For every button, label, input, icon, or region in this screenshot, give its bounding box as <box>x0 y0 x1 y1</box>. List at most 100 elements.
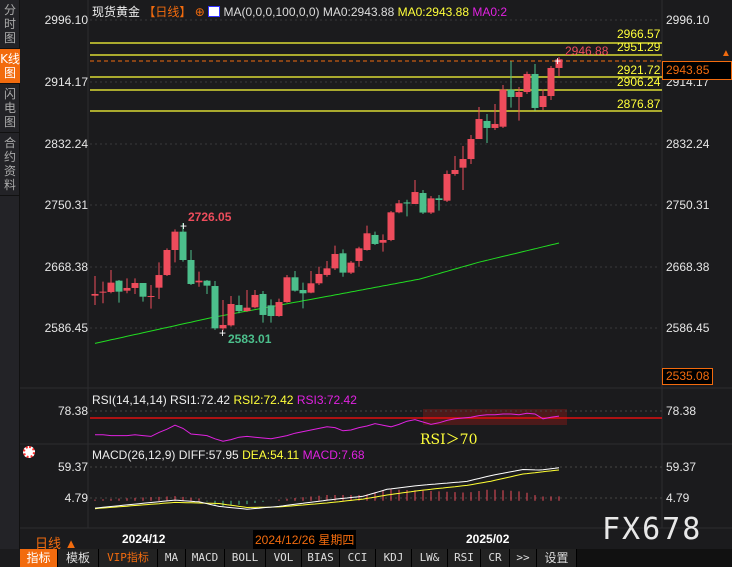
rsi-header: RSI(14,14,14) RSI1:72.42 RSI2:72.42 RSI3… <box>92 393 357 407</box>
level-label: 2951.29 <box>617 40 661 54</box>
price-axis-left-label: 2914.17 <box>44 75 88 89</box>
candle-body <box>219 324 227 329</box>
more-button[interactable]: >> <box>510 549 537 567</box>
candle-body <box>371 234 379 244</box>
tab-kdj[interactable]: KDJ <box>376 549 412 567</box>
candle-body <box>291 277 299 291</box>
candle-body <box>91 293 99 296</box>
candle-body <box>523 73 531 93</box>
high-marker: + <box>180 219 187 233</box>
candle-body <box>115 280 123 292</box>
candle-body <box>123 287 131 291</box>
candle-body <box>451 170 459 174</box>
crosshair-icon[interactable]: ⊕ <box>194 5 205 19</box>
candle-body <box>403 202 411 204</box>
scroll-up-arrow-icon[interactable]: ▲ <box>721 48 731 59</box>
candle-body <box>459 159 467 168</box>
candle-body <box>411 192 419 204</box>
tab-vol[interactable]: VOL <box>266 549 302 567</box>
time-tick: 2024/12 <box>122 532 166 546</box>
candle-body <box>251 294 259 308</box>
period-label[interactable]: 【日线】 <box>143 5 192 19</box>
price-axis-right-label: 2668.38 <box>666 260 710 274</box>
candle-body <box>187 260 195 284</box>
macd-value: MACD:7.68 <box>302 448 365 462</box>
tab-ma[interactable]: MA <box>158 549 186 567</box>
tab-cci[interactable]: CCI <box>340 549 376 567</box>
price-axis-left-label: 2586.45 <box>44 321 88 335</box>
candle-body <box>283 277 291 303</box>
price-axis-left-label: 2832.24 <box>44 137 88 151</box>
candle-body <box>395 203 403 213</box>
high-annotation: 2726.05 <box>188 210 232 224</box>
tab-boll[interactable]: BOLL <box>225 549 266 567</box>
candle-body <box>555 59 563 68</box>
price-axis-left-label: 2668.38 <box>44 260 88 274</box>
candle-body <box>507 89 515 97</box>
rsi-note: RSI＞70 <box>420 432 478 448</box>
candle-body <box>379 240 387 243</box>
ma0-value: MA0:2943.88 <box>322 5 395 19</box>
price-axis-right-label: 2996.10 <box>666 13 710 27</box>
tab-lw[interactable]: LW& <box>412 549 448 567</box>
alert-dot-icon[interactable] <box>23 446 35 458</box>
tab-vip-indicators[interactable]: VIP指标 <box>99 549 158 567</box>
candle-body <box>339 253 347 273</box>
candle-body <box>99 291 107 293</box>
rsi-line <box>95 412 560 442</box>
candle-body <box>259 293 267 315</box>
fx678-watermark: FX678 <box>602 512 703 547</box>
sidebar-item-timeshare[interactable]: 分时图 <box>0 0 20 49</box>
latest-high-annotation: 2946.88 <box>565 44 609 58</box>
rsi-axis-left: 78.38 <box>57 404 88 418</box>
diff-line <box>94 467 560 510</box>
tab-templates[interactable]: 模板 <box>58 549 99 567</box>
indicator-toolbar: 指标 模板 VIP指标 MA MACD BOLL VOL BIAS CCI KD… <box>20 549 732 567</box>
candle-body <box>491 123 499 128</box>
tab-indicators[interactable]: 指标 <box>20 549 58 567</box>
tab-cr[interactable]: CR <box>481 549 510 567</box>
latest-marker: + <box>554 54 561 68</box>
candle-body <box>435 198 443 200</box>
indicator-chart-icon[interactable] <box>208 6 221 17</box>
price-axis-left-label: 2750.31 <box>44 198 88 212</box>
candle-body <box>211 286 219 329</box>
macd-axis-right: 59.37 <box>666 460 697 474</box>
rsi-overbought-zone <box>423 409 567 425</box>
tab-rsi[interactable]: RSI <box>448 549 481 567</box>
kline-chart[interactable]: + + + <box>0 0 732 549</box>
tab-bias[interactable]: BIAS <box>302 549 340 567</box>
candle-body <box>203 280 211 286</box>
price-axis-right-label: 2832.24 <box>666 137 710 151</box>
candle-body <box>275 302 283 317</box>
candle-body <box>235 305 243 312</box>
period-toggle-button[interactable]: 日线 ▲ <box>35 536 78 551</box>
sidebar-item-kline[interactable]: K线图 <box>0 49 20 84</box>
settings-button[interactable]: 设置 <box>537 549 577 567</box>
level-label: 2906.24 <box>617 75 661 89</box>
candle-body <box>195 280 203 283</box>
candle-body <box>163 250 171 276</box>
dea-value: DEA:54.11 <box>242 448 300 462</box>
candle-body <box>499 89 507 127</box>
dea-line <box>94 469 560 510</box>
time-tick: 2025/02 <box>466 532 510 546</box>
candle-body <box>307 283 315 293</box>
sidebar-item-flash[interactable]: 闪电图 <box>0 84 20 133</box>
rsi2-value: RSI2:72.42 <box>233 393 294 407</box>
rsi3-value: RSI3:72.42 <box>296 393 357 407</box>
cursor-date: 2024/12/26 星期四 <box>253 530 357 549</box>
candle-body <box>387 212 395 240</box>
level-label: 2966.57 <box>617 27 661 41</box>
candle-body <box>547 67 555 97</box>
candle-body <box>227 303 235 326</box>
tab-macd[interactable]: MACD <box>186 549 225 567</box>
macd-header: MACD(26,12,9) DIFF:57.95 DEA:54.11 MACD:… <box>92 448 365 462</box>
candle-body <box>107 282 115 293</box>
candle-body <box>539 96 547 107</box>
candle-body <box>155 275 163 288</box>
candle-body <box>147 296 155 298</box>
level-label: 2876.87 <box>617 97 661 111</box>
chart-header: 现货黄金 【日线】 ⊕ MA(0,0,0,100,0,0) MA0:2943.8… <box>92 3 507 20</box>
sidebar-item-contract-info[interactable]: 合约资料 <box>0 133 20 196</box>
